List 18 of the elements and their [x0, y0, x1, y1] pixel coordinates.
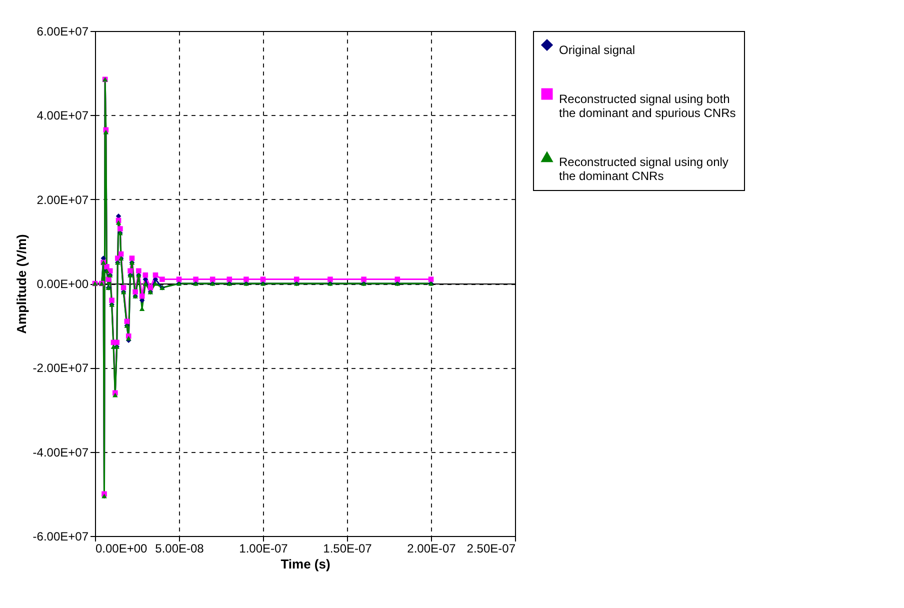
- x-tick-label: 2.50E-07: [466, 542, 516, 556]
- x-tick-label: 0.00E+00: [96, 542, 148, 556]
- y-tick-label: 6.00E+07: [36, 24, 89, 38]
- x-tick-label: 1.50E-07: [323, 542, 372, 556]
- y-tick-label: 0.00E+00: [36, 277, 89, 291]
- x-tick-label: 1.00E-07: [239, 542, 288, 556]
- x-axis-title: Time (s): [280, 556, 330, 572]
- legend-label: Reconstructed signal using only the dominant CNRs: [559, 155, 728, 183]
- y-axis-title: Amplitude (V/m): [14, 234, 29, 334]
- x-tick-label: 5.00E-08: [155, 542, 204, 556]
- x-tick-label: 2.00E-07: [407, 542, 456, 556]
- legend-label: Reconstructed signal using both the dominant and spurious CNRs: [559, 92, 736, 120]
- legend-label: Original signal: [559, 43, 636, 57]
- y-tick-label: -6.00E+07: [32, 530, 89, 544]
- y-tick-label: 4.00E+07: [36, 108, 89, 123]
- y-tick-label: -4.00E+07: [32, 445, 89, 460]
- y-tick-label: 2.00E+07: [36, 192, 89, 207]
- y-tick-label: -2.00E+07: [32, 361, 89, 376]
